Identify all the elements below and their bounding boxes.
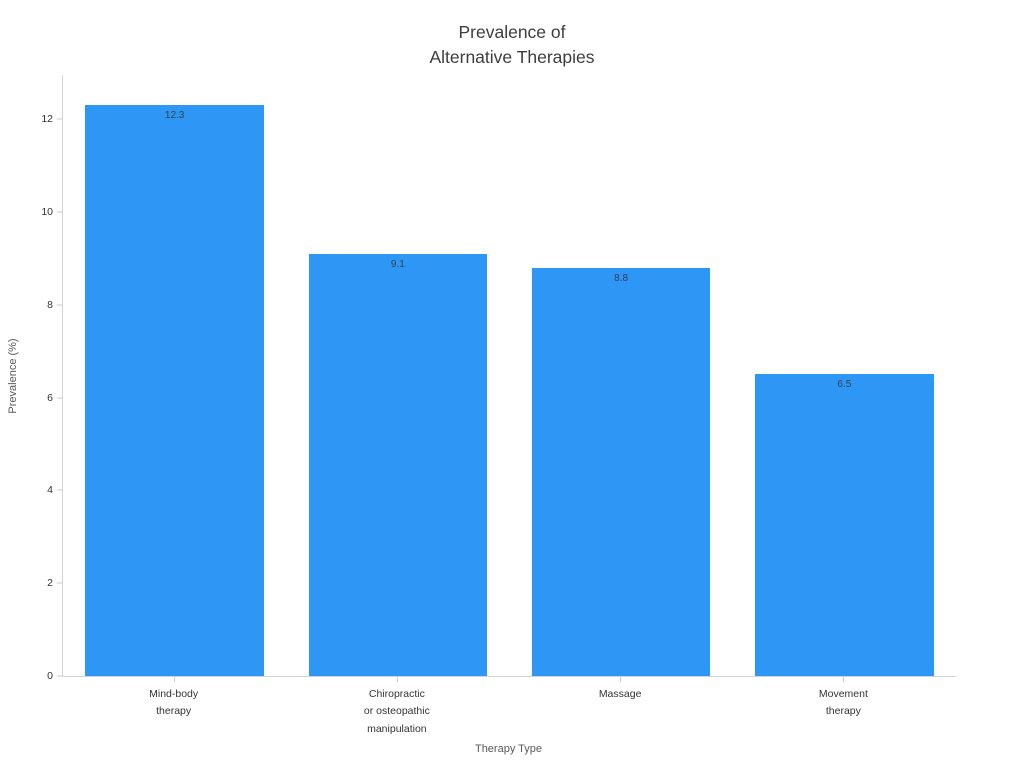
x-tick-label: Chiropractic or osteopathic manipulation	[285, 677, 508, 738]
bar-value-label: 6.5	[837, 379, 852, 391]
y-axis-title: Prevalence (%)	[7, 338, 19, 414]
chart-title: Prevalence of Alternative Therapies	[429, 22, 595, 68]
bar-value-label: 8.8	[614, 272, 629, 284]
x-tick-label: Movement therapy	[732, 677, 955, 738]
bars-container: 12.3 9.1 8.8 6.5	[63, 75, 956, 676]
y-tick-label: 6	[47, 391, 53, 404]
bar-slot: 8.8	[510, 75, 733, 676]
y-tick-mark	[57, 489, 62, 491]
bar: 9.1	[308, 253, 488, 676]
x-tick-label: Mind-body therapy	[62, 677, 285, 738]
y-tick-mark	[57, 675, 62, 677]
bar-value-label: 12.3	[164, 110, 185, 122]
plot-area: 0 2 4 6 8 10 12 12.3 9.1 8.8 6.5	[41, 75, 956, 682]
y-tick-label: 2	[47, 577, 53, 590]
y-tick-label: 12	[41, 113, 53, 126]
bar-slot: 9.1	[286, 75, 509, 676]
y-tick-mark	[57, 582, 62, 584]
bar-value-label: 9.1	[390, 258, 405, 270]
y-tick-label: 10	[41, 205, 53, 218]
x-axis-ticks: Mind-body therapy Chiropractic or osteopa…	[62, 677, 955, 738]
y-tick-label: 4	[47, 484, 53, 497]
bar-slot: 12.3	[63, 75, 286, 676]
x-axis-title: Therapy Type	[474, 743, 543, 755]
bar: 12.3	[85, 105, 264, 676]
y-tick-label: 8	[47, 298, 53, 311]
y-tick-mark	[57, 118, 62, 120]
y-tick-label: 0	[47, 670, 53, 682]
bar: 6.5	[755, 374, 934, 676]
x-tick-label: Massage	[509, 677, 732, 738]
bar-slot: 6.5	[733, 75, 956, 676]
y-tick-mark	[57, 304, 62, 306]
y-tick-mark	[57, 211, 62, 213]
bar: 8.8	[531, 267, 711, 676]
y-tick-mark	[57, 397, 62, 399]
